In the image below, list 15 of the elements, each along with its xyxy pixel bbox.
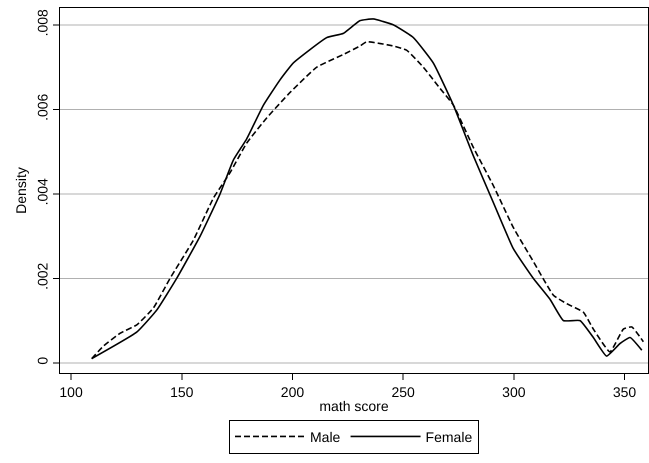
legend-label: Male xyxy=(310,428,341,445)
x-tick-label: 150 xyxy=(170,384,194,400)
x-axis-title: math score xyxy=(319,398,389,414)
y-tick-label: .004 xyxy=(34,178,50,206)
x-tick-label: 350 xyxy=(612,384,636,400)
y-tick-label: .002 xyxy=(34,262,50,290)
x-tick-label: 100 xyxy=(59,384,83,400)
y-axis-title: Density xyxy=(13,167,29,214)
y-tick-label: .006 xyxy=(34,93,50,121)
y-tick-label: .008 xyxy=(34,8,50,36)
x-tick-label: 300 xyxy=(502,384,526,400)
legend-label: Female xyxy=(426,428,472,445)
y-tick-label: 0 xyxy=(34,356,50,365)
x-tick-label: 250 xyxy=(391,384,416,400)
x-tick-label: 200 xyxy=(280,384,304,400)
